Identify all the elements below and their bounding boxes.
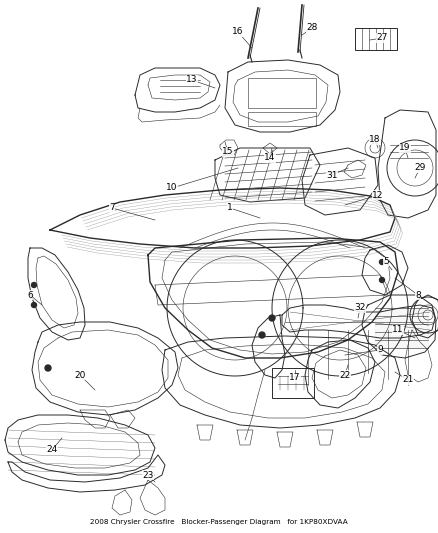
Text: 20: 20 <box>74 370 86 379</box>
Polygon shape <box>375 308 428 348</box>
Circle shape <box>379 278 385 282</box>
Bar <box>272 368 314 398</box>
Text: 31: 31 <box>326 171 338 180</box>
Circle shape <box>45 365 51 371</box>
Text: 2008 Chrysler Crossfire   Blocker-Passenger Diagram   for 1KP80XDVAA: 2008 Chrysler Crossfire Blocker-Passenge… <box>90 519 348 525</box>
Text: 8: 8 <box>415 290 421 300</box>
Bar <box>248 112 316 126</box>
Text: 23: 23 <box>142 471 154 480</box>
Text: 18: 18 <box>369 135 381 144</box>
Text: 27: 27 <box>376 34 388 43</box>
Text: 1: 1 <box>227 204 233 213</box>
Text: 16: 16 <box>232 28 244 36</box>
Text: 15: 15 <box>222 148 234 157</box>
Text: 21: 21 <box>403 376 413 384</box>
Circle shape <box>259 332 265 338</box>
Text: 12: 12 <box>372 190 384 199</box>
Text: 19: 19 <box>399 143 411 152</box>
Text: 13: 13 <box>186 76 198 85</box>
Bar <box>248 78 316 108</box>
Text: 11: 11 <box>392 326 404 335</box>
Text: 28: 28 <box>306 23 318 33</box>
Circle shape <box>32 303 36 308</box>
Text: 5: 5 <box>383 257 389 266</box>
Text: 29: 29 <box>414 164 426 173</box>
Text: 24: 24 <box>46 446 58 455</box>
Text: 17: 17 <box>289 374 301 383</box>
Circle shape <box>269 315 275 321</box>
Text: 10: 10 <box>166 183 178 192</box>
Bar <box>355 28 397 50</box>
Text: 14: 14 <box>264 154 276 163</box>
Text: 6: 6 <box>27 290 33 300</box>
Circle shape <box>379 260 385 264</box>
Text: 7: 7 <box>109 204 115 213</box>
Text: 32: 32 <box>354 303 366 312</box>
Circle shape <box>32 282 36 287</box>
Text: 22: 22 <box>339 370 351 379</box>
Text: 9: 9 <box>377 345 383 354</box>
